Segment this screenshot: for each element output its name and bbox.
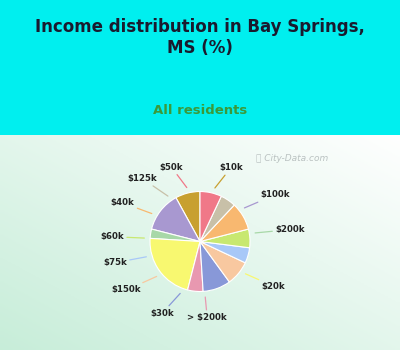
Text: $20k: $20k [246,274,285,290]
Wedge shape [150,229,200,241]
Wedge shape [188,241,203,292]
Text: $30k: $30k [150,293,180,317]
Text: $50k: $50k [160,163,187,188]
Text: Income distribution in Bay Springs,
MS (%): Income distribution in Bay Springs, MS (… [35,18,365,57]
Text: $60k: $60k [100,232,144,241]
Text: > $200k: > $200k [187,297,227,322]
Text: ⓘ City-Data.com: ⓘ City-Data.com [256,154,328,163]
Text: All residents: All residents [153,104,247,117]
Text: $40k: $40k [111,198,152,214]
Wedge shape [200,241,245,282]
Wedge shape [200,191,221,242]
Text: $150k: $150k [112,276,157,294]
Wedge shape [200,241,229,292]
Text: $100k: $100k [244,190,290,208]
Text: $75k: $75k [103,257,146,267]
Text: $200k: $200k [255,225,305,234]
Text: $125k: $125k [128,174,168,196]
Wedge shape [150,238,200,290]
Wedge shape [200,205,248,242]
Wedge shape [176,191,200,242]
Wedge shape [152,198,200,241]
Wedge shape [200,196,234,242]
Text: $10k: $10k [215,163,243,188]
Wedge shape [200,241,250,263]
Wedge shape [200,229,250,248]
